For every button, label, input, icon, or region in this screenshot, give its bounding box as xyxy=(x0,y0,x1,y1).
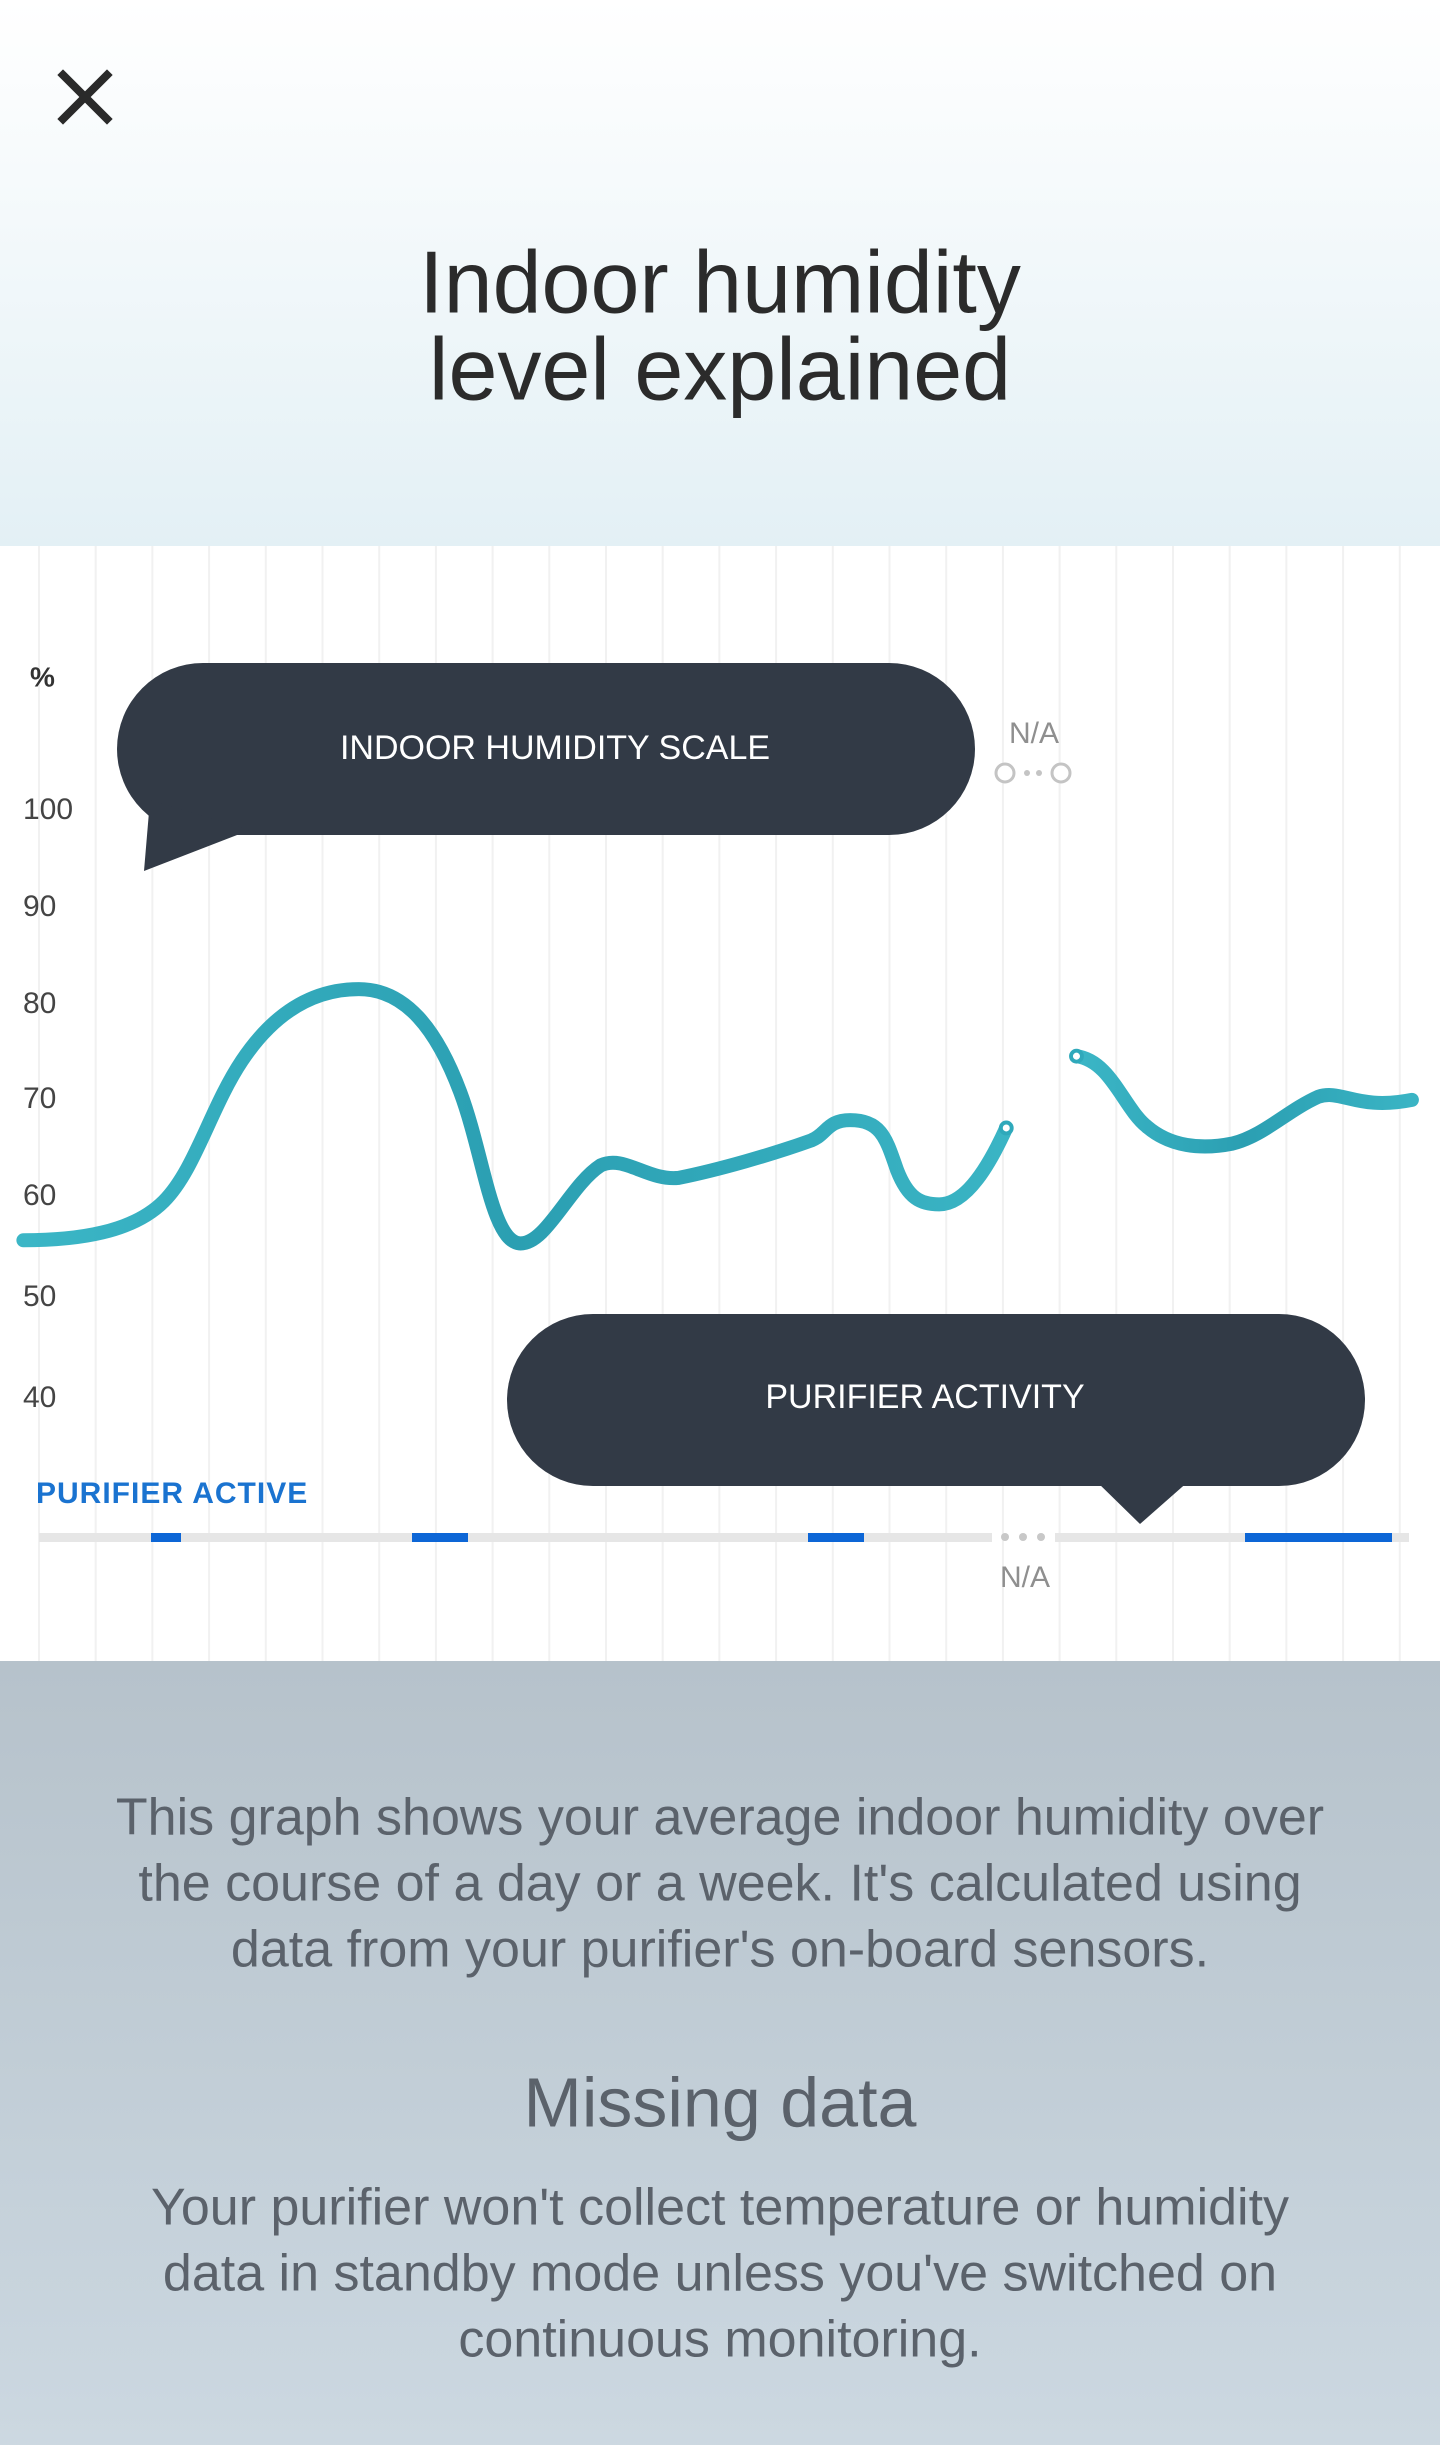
y-label: 50 xyxy=(23,1280,56,1313)
missing-line: Your purifier won't collect temperature … xyxy=(151,2179,1289,2237)
y-label: 70 xyxy=(23,1082,56,1115)
header-bg xyxy=(0,0,1440,546)
intro-line: This graph shows your average indoor hum… xyxy=(116,1789,1324,1847)
intro-line: data from your purifier's on-board senso… xyxy=(231,1921,1209,1979)
title-line: Indoor humidity xyxy=(419,232,1021,331)
y-labels: 100 90 80 70 60 50 40 xyxy=(23,793,73,1414)
humidity-curve xyxy=(16,982,1419,1251)
activity-callout-text: PURIFIER ACTIVITY xyxy=(765,1378,1084,1416)
body-bg xyxy=(0,1661,1440,2445)
y-label: 100 xyxy=(23,793,73,826)
scale-callout xyxy=(117,663,975,871)
activity-callout xyxy=(507,1314,1365,1524)
curve-endpoints xyxy=(998,1048,1084,1136)
na-top: N/A xyxy=(1009,717,1059,750)
missing-line: continuous monitoring. xyxy=(458,2311,981,2369)
y-label: 80 xyxy=(23,987,56,1020)
title-line: level explained xyxy=(429,319,1011,418)
y-label: 90 xyxy=(23,890,56,923)
y-label: 40 xyxy=(23,1381,56,1414)
na-gap-icon xyxy=(994,762,1072,784)
missing-line: data in standby mode unless you've switc… xyxy=(163,2245,1277,2303)
unit-label: % xyxy=(30,661,55,692)
section-heading: Missing data xyxy=(524,2063,917,2141)
intro-text: This graph shows your average indoor hum… xyxy=(116,1789,1324,1979)
activity-bar xyxy=(39,1533,1409,1542)
na-bottom: N/A xyxy=(1000,1561,1050,1594)
y-label: 60 xyxy=(23,1179,56,1212)
missing-text: Your purifier won't collect temperature … xyxy=(151,2179,1289,2369)
intro-line: the course of a day or a week. It's calc… xyxy=(138,1855,1301,1913)
legend: PURIFIER ACTIVE xyxy=(36,1477,308,1510)
close-button[interactable] xyxy=(57,69,113,125)
scale-callout-text: INDOOR HUMIDITY SCALE xyxy=(340,729,770,767)
